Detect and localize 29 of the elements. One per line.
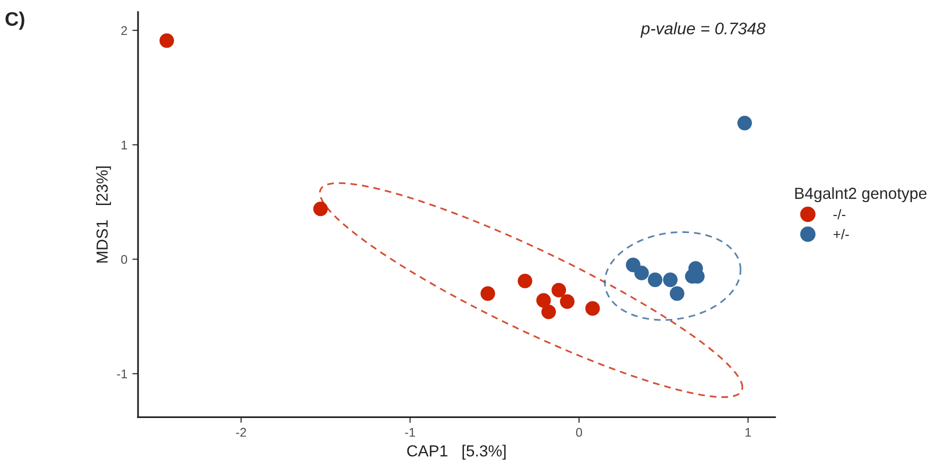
x-tick-label: 1 — [746, 428, 751, 437]
point — [663, 272, 678, 288]
x-axis-title: CAP1 [5.3%] — [407, 444, 506, 460]
point — [159, 33, 174, 48]
point — [585, 301, 600, 316]
point — [670, 286, 684, 301]
point — [480, 286, 496, 301]
y-tick-label: -1 — [117, 370, 128, 378]
point — [541, 304, 556, 320]
x-tick-label: -1 — [405, 428, 416, 437]
y-tick-label: 1 — [122, 140, 128, 150]
point — [560, 294, 575, 309]
point — [648, 272, 662, 288]
x-tick-label: -2 — [236, 428, 246, 437]
point — [313, 202, 328, 216]
point — [518, 274, 532, 288]
x-tick-label: 0 — [576, 428, 582, 437]
point — [552, 282, 566, 298]
point — [634, 266, 649, 280]
y-tick-label: 0 — [121, 255, 128, 264]
y-axis-title: MDS1 [23%] — [96, 166, 111, 263]
annotation: p-value = 0.7348 — [640, 22, 766, 38]
point — [737, 116, 752, 130]
text: C) — [6, 12, 24, 30]
point — [536, 293, 551, 308]
y-tick-label: 2 — [121, 26, 127, 35]
legend-title: B4galnt2 genotype — [795, 187, 926, 202]
legend-label: +/- — [834, 228, 849, 240]
legend-label: -/- — [833, 209, 846, 220]
